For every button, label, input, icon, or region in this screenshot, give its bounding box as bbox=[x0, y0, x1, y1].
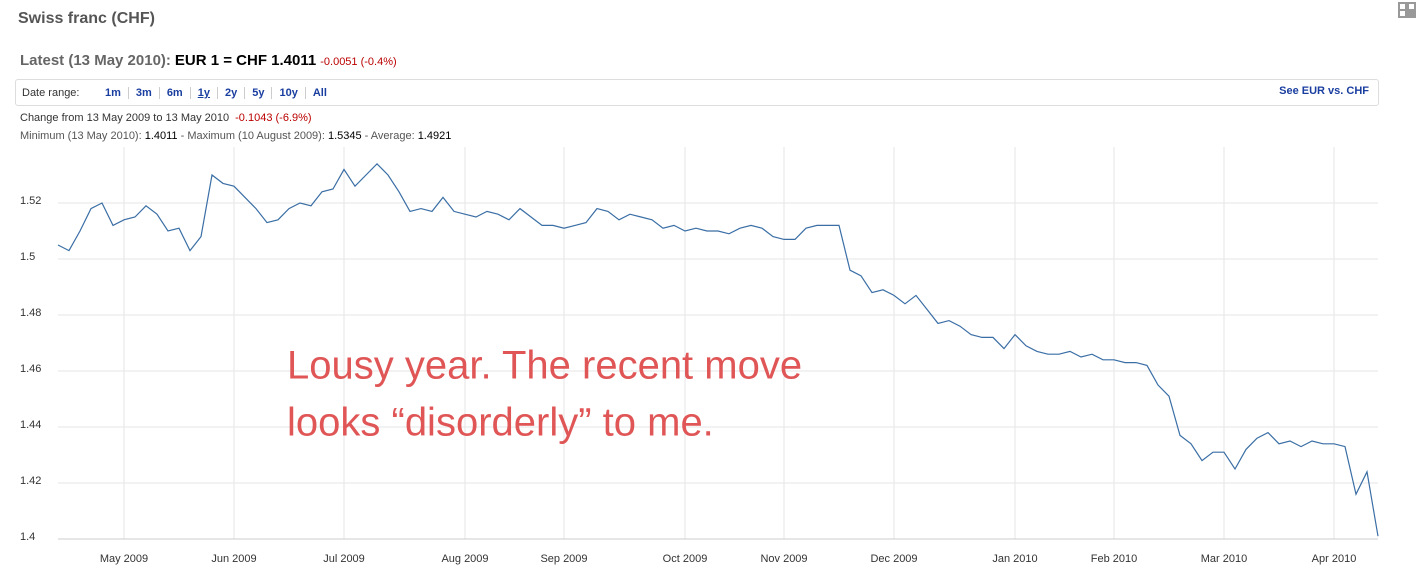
stat-value: 1.4011 bbox=[144, 130, 178, 142]
compare-link[interactable]: See EUR vs. CHF bbox=[1279, 85, 1369, 97]
range-link[interactable]: 10y bbox=[271, 87, 305, 99]
y-tick-label: 1.5 bbox=[20, 251, 35, 263]
latest-quote: Latest (13 May 2010): EUR 1 = CHF 1.4011-… bbox=[20, 52, 397, 69]
range-link[interactable]: 6m bbox=[158, 87, 190, 99]
stat-value: 1.5345 bbox=[327, 130, 362, 142]
stat-label: Average: bbox=[370, 130, 415, 142]
toolbar-label: Date range: bbox=[22, 87, 80, 99]
x-tick-label: May 2009 bbox=[100, 553, 148, 565]
x-tick-label: Nov 2009 bbox=[760, 553, 807, 565]
stat-label: Minimum (13 May 2010): bbox=[20, 130, 142, 142]
range-link[interactable]: 5y bbox=[244, 87, 272, 99]
range-links: 1m 3m 6m 1y 2y 5y 10y All bbox=[98, 87, 334, 99]
y-tick-label: 1.46 bbox=[20, 363, 41, 375]
range-link[interactable]: All bbox=[304, 87, 334, 99]
stats-line: Minimum (13 May 2010): 1.4011 - Maximum … bbox=[20, 130, 452, 142]
qr-icon bbox=[1398, 2, 1416, 18]
stat-value: 1.4921 bbox=[417, 130, 452, 142]
range-link[interactable]: 3m bbox=[127, 87, 159, 99]
quote-change: -0.0051 (-0.4%) bbox=[320, 56, 397, 68]
annotation: looks “disorderly” to me. bbox=[287, 401, 714, 445]
price-line bbox=[57, 162, 1379, 537]
range-link[interactable]: 1m bbox=[105, 87, 121, 99]
x-tick-label: Dec 2009 bbox=[870, 553, 917, 565]
change-line: Change from 13 May 2009 to 13 May 2010 -0… bbox=[20, 112, 312, 124]
annotation: Lousy year. The recent move bbox=[287, 344, 802, 388]
page-title: Swiss franc (CHF) bbox=[18, 10, 155, 27]
y-tick-label: 1.52 bbox=[20, 195, 41, 207]
change-value: -0.1043 (-6.9%) bbox=[235, 112, 312, 124]
x-tick-label: Aug 2009 bbox=[441, 553, 488, 565]
x-tick-label: Jan 2010 bbox=[992, 553, 1037, 565]
x-tick-label: Feb 2010 bbox=[1091, 553, 1137, 565]
x-tick-label: Sep 2009 bbox=[540, 553, 587, 565]
range-link[interactable]: 2y bbox=[216, 87, 245, 99]
x-tick-label: Jul 2009 bbox=[323, 553, 365, 565]
stat-label: Maximum (10 August 2009): bbox=[187, 130, 325, 142]
y-tick-label: 1.48 bbox=[20, 307, 41, 319]
x-tick-label: Mar 2010 bbox=[1201, 553, 1247, 565]
quote: EUR 1 = CHF 1.4011 bbox=[174, 52, 317, 69]
x-tick-label: Jun 2009 bbox=[211, 553, 256, 565]
y-tick-label: 1.44 bbox=[20, 419, 41, 431]
range-link[interactable]: 1y bbox=[189, 87, 217, 99]
y-tick-label: 1.4 bbox=[20, 531, 35, 543]
change-label: Change from 13 May 2009 to 13 May 2010 bbox=[20, 112, 230, 124]
y-tick-label: 1.42 bbox=[20, 475, 41, 487]
latest-label: Latest (13 May 2010): bbox=[20, 52, 171, 69]
x-tick-label: Oct 2009 bbox=[663, 553, 708, 565]
toolbar: Date range: 1m 3m 6m 1y 2y 5y 10y All See EUR v… bbox=[15, 79, 1379, 106]
x-tick-label: Apr 2010 bbox=[1312, 553, 1357, 565]
